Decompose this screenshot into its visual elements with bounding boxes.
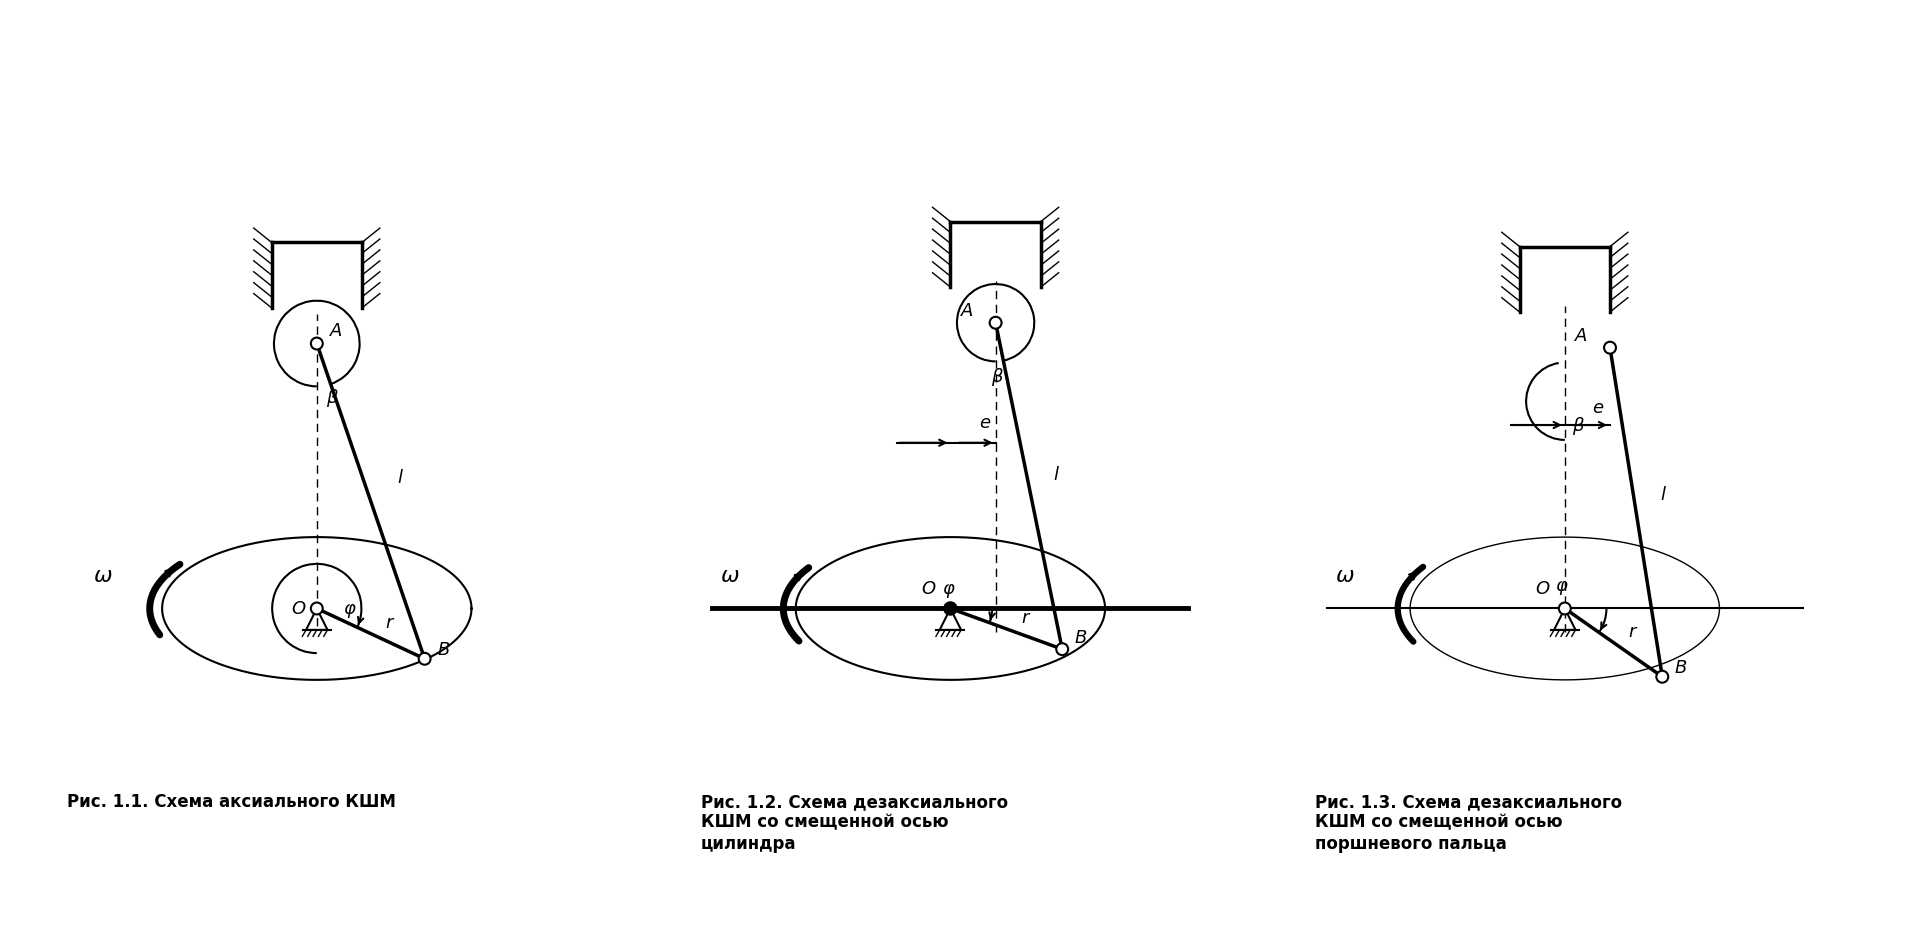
Text: $r$: $r$ (1021, 609, 1031, 627)
Text: $\omega$: $\omega$ (720, 566, 739, 586)
Text: $\beta$: $\beta$ (326, 387, 340, 409)
Text: $l$: $l$ (1661, 486, 1667, 505)
Text: $\varphi$: $\varphi$ (943, 582, 956, 600)
Text: $O$: $O$ (1536, 580, 1551, 598)
Circle shape (1603, 341, 1617, 354)
Text: $O$: $O$ (290, 601, 305, 619)
Circle shape (989, 317, 1002, 328)
Text: $\varphi$: $\varphi$ (1555, 578, 1569, 596)
Text: $r$: $r$ (1628, 622, 1638, 641)
Text: $l$: $l$ (397, 469, 403, 487)
Text: $A$: $A$ (960, 301, 973, 320)
Circle shape (419, 653, 430, 664)
Text: Рис. 1.3. Схема дезаксиального
КШМ со смещенной осью
поршневого пальца: Рис. 1.3. Схема дезаксиального КШМ со см… (1315, 793, 1622, 853)
Text: Рис. 1.2. Схема дезаксиального
КШМ со смещенной осью
цилиндра: Рис. 1.2. Схема дезаксиального КШМ со см… (701, 793, 1008, 853)
Text: $A$: $A$ (328, 323, 344, 341)
Text: $\beta$: $\beta$ (1572, 415, 1584, 437)
Text: $e$: $e$ (979, 414, 991, 433)
Text: $\varphi$: $\varphi$ (344, 603, 357, 620)
Text: $r$: $r$ (386, 614, 396, 632)
Circle shape (311, 603, 323, 615)
Circle shape (1559, 603, 1571, 615)
Circle shape (1657, 671, 1668, 683)
Circle shape (945, 602, 956, 615)
Circle shape (1056, 643, 1068, 655)
Text: Рис. 1.1. Схема аксиального КШМ: Рис. 1.1. Схема аксиального КШМ (67, 793, 396, 811)
Text: $B$: $B$ (1674, 659, 1688, 677)
Text: $e$: $e$ (1592, 399, 1605, 417)
Text: $\beta$: $\beta$ (991, 367, 1004, 388)
Text: $B$: $B$ (436, 641, 449, 660)
Text: $l$: $l$ (1052, 466, 1060, 484)
Text: $A$: $A$ (1574, 327, 1588, 344)
Circle shape (311, 338, 323, 350)
Text: $B$: $B$ (1073, 629, 1087, 648)
Text: $O$: $O$ (922, 580, 937, 598)
Text: $\omega$: $\omega$ (92, 566, 113, 586)
Text: $\omega$: $\omega$ (1334, 566, 1354, 586)
